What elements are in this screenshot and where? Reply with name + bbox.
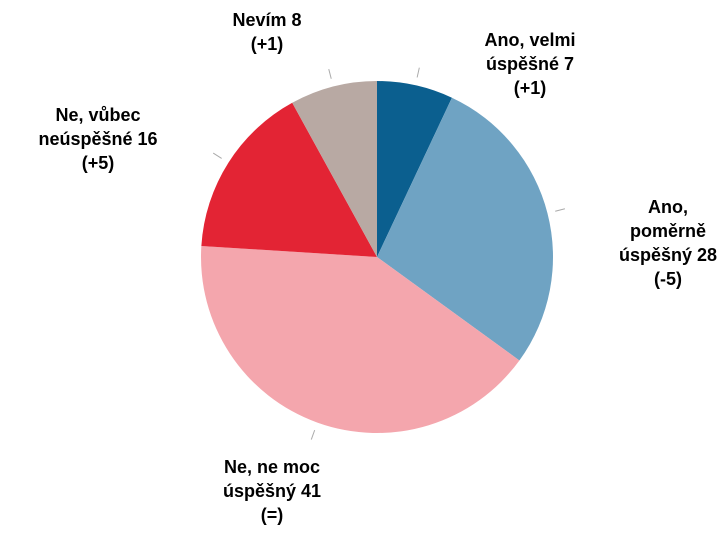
category-name: Ano, velmi úspěšné: [484, 30, 576, 74]
slice-label: Nevím 8 (+1): [212, 8, 322, 56]
slice-label: Ne, ne moc úspěšný 41 (=): [202, 455, 342, 527]
value-label: 8: [291, 10, 302, 30]
slice-label: Ne, vůbec neúspěšné 16 (+5): [18, 103, 178, 175]
value-label: 28: [697, 245, 718, 265]
change-label: (=): [260, 505, 284, 525]
category-name: Ano, poměrně úspěšný: [618, 197, 707, 265]
value-label: 16: [137, 129, 158, 149]
change-label: (+5): [81, 153, 115, 173]
leader-line: [212, 152, 222, 159]
value-label: 7: [564, 54, 575, 74]
category-name: Ne, ne moc úspěšný: [222, 457, 321, 501]
pie-slice: [292, 81, 377, 257]
slice-label: Ano, velmi úspěšné 7 (+1): [455, 28, 605, 100]
value-label: 41: [301, 481, 322, 501]
change-label: (+1): [513, 78, 547, 98]
change-label: (-5): [654, 269, 682, 289]
category-name: Nevím: [232, 10, 287, 30]
change-label: (+1): [250, 34, 284, 54]
leader-line: [555, 208, 566, 212]
pie-slice: [377, 81, 452, 257]
leader-line: [416, 67, 420, 78]
pie-slice: [377, 97, 553, 361]
leader-line: [328, 68, 332, 79]
slice-label: Ano, poměrně úspěšný 28 (-5): [613, 195, 723, 291]
category-name: Ne, vůbec neúspěšné: [38, 105, 141, 149]
leader-line: [310, 429, 316, 440]
pie-slice: [201, 102, 377, 258]
pie-slice: [201, 245, 520, 433]
